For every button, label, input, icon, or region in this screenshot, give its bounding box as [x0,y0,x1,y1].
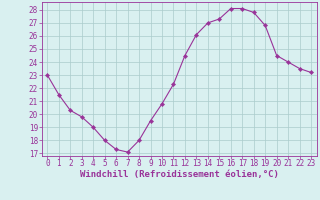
X-axis label: Windchill (Refroidissement éolien,°C): Windchill (Refroidissement éolien,°C) [80,170,279,179]
